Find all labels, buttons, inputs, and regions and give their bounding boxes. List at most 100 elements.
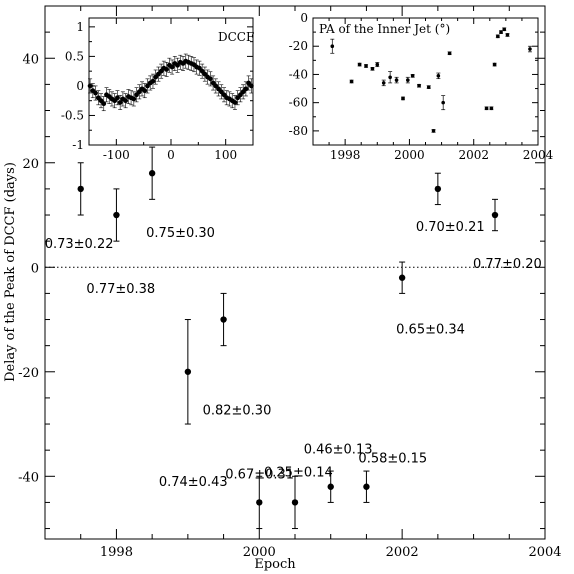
data-label: 0.70±0.21 xyxy=(416,220,485,235)
inset-pa-point xyxy=(441,100,445,105)
data-point xyxy=(291,499,299,506)
inset-dccf-ticks: -100 0 100 -1 -0.5 0 0.5 1 xyxy=(61,18,254,162)
data-point xyxy=(398,274,406,281)
inset-dccf-point xyxy=(207,76,213,82)
inset-dccf-x-tick-label: 100 xyxy=(214,148,237,162)
x-axis-label: Epoch xyxy=(254,557,296,572)
main-data-marks xyxy=(45,146,517,530)
inset-dccf-point xyxy=(164,66,170,72)
x-tick-label: 2004 xyxy=(528,545,561,560)
inset-dccf-point xyxy=(101,101,107,107)
data-label: 0.74±0.43 xyxy=(159,475,228,490)
inset-pa-point xyxy=(401,96,405,101)
inset-dccf-y-tick-label: 0 xyxy=(76,79,84,93)
inset-pa-y-tick-label: 0 xyxy=(300,11,308,25)
inset-dccf-point xyxy=(123,98,129,104)
x-tick-label: 2000 xyxy=(243,545,276,560)
inset-pa-point xyxy=(436,74,441,78)
inset-pa-marks xyxy=(330,27,532,133)
inset-dccf-y-tick-label: 1 xyxy=(76,20,84,34)
data-point xyxy=(77,185,84,193)
data-label: 0.77±0.20 xyxy=(473,257,542,272)
inset-dccf-y-tick-label: 0.5 xyxy=(65,49,84,63)
x-tick-label: 2002 xyxy=(386,545,419,560)
inset-dccf-point xyxy=(142,88,148,94)
inset-pa-point xyxy=(528,47,532,51)
inset-dccf-point xyxy=(87,83,93,89)
data-label: 0.82±0.30 xyxy=(203,404,272,419)
inset-pa-point xyxy=(357,62,362,67)
data-point xyxy=(113,211,120,219)
inset-pa-frame xyxy=(312,17,539,146)
inset-pa-point xyxy=(431,129,436,133)
inset-dccf-point xyxy=(115,95,120,101)
inset-pa-point xyxy=(492,62,497,67)
inset-pa-y-tick-label: -40 xyxy=(289,67,308,81)
inset-dccf-point xyxy=(248,83,254,89)
inset-pa-y-tick-label: -60 xyxy=(289,96,308,110)
inset-dccf-x-tick-label: -100 xyxy=(103,148,130,162)
inset-pa-point xyxy=(388,75,392,80)
inset-pa-point xyxy=(330,44,335,49)
main-axis-ticks: 1998 2000 2002 2004 -40 -20 0 20 40 xyxy=(18,5,562,560)
inset-dccf-point xyxy=(150,78,156,84)
inset-pa-y-tick-label: -20 xyxy=(289,39,308,53)
inset-dccf-point xyxy=(243,86,249,92)
inset-pa-x-tick-label: 2004 xyxy=(523,148,554,162)
y-axis-label: Delay of the Peak of DCCF (days) xyxy=(3,162,18,382)
data-point xyxy=(363,483,370,490)
data-label: 0.46±0.13 xyxy=(304,443,373,458)
inset-pa-point xyxy=(349,79,354,84)
inset-pa-x-tick-label: 2002 xyxy=(458,148,489,162)
inset-dccf-x-tick-label: 0 xyxy=(167,148,175,162)
inset-pa-point xyxy=(484,106,489,111)
data-point xyxy=(148,170,156,177)
inset-pa-point xyxy=(502,27,507,32)
inset-pa-point xyxy=(489,106,494,111)
inset-pa-point xyxy=(364,64,368,68)
inset-pa-y-tick-label: -80 xyxy=(289,124,308,138)
inset-pa-point xyxy=(394,78,399,82)
data-point xyxy=(434,185,442,193)
y-tick-label: 0 xyxy=(31,261,39,276)
inset-dccf-y-tick-label: -0.5 xyxy=(61,108,84,122)
main-plot-frame xyxy=(44,5,546,540)
x-tick-label: 1998 xyxy=(100,545,133,560)
data-point xyxy=(491,211,499,219)
data-point xyxy=(184,368,192,375)
inset-dccf-y-tick-label: -1 xyxy=(72,138,84,152)
y-tick-label: 20 xyxy=(22,157,39,172)
inset-pa-point xyxy=(417,83,421,88)
inset-dccf-point xyxy=(93,90,98,96)
inset-pa-point xyxy=(499,30,503,34)
data-label: 0.73±0.22 xyxy=(45,237,114,252)
data-point xyxy=(327,483,334,490)
data-label: 0.58±0.15 xyxy=(358,452,427,467)
data-label: 0.77±0.38 xyxy=(86,282,155,297)
data-label: 0.67±0.31 xyxy=(225,467,294,482)
data-point xyxy=(220,316,227,323)
inset-pa-point xyxy=(505,33,510,37)
inset-pa-point xyxy=(370,67,375,71)
data-label: 0.25±0.14 xyxy=(264,465,333,480)
inset-pa-point xyxy=(406,78,410,82)
inset-dccf-point xyxy=(117,100,123,105)
data-label: 0.65±0.34 xyxy=(396,323,465,338)
inset-pa-x-tick-label: 2000 xyxy=(394,148,425,162)
inset-dccf-point xyxy=(232,100,238,105)
y-tick-label: 40 xyxy=(22,52,39,67)
inset-dccf-title: DCCF xyxy=(218,30,254,44)
inset-pa-point xyxy=(375,62,380,67)
data-label: 0.75±0.30 xyxy=(146,226,215,241)
inset-pa-point xyxy=(426,85,431,89)
inset-dccf-point xyxy=(131,96,137,102)
inset-pa-title: PA of the Inner Jet (°) xyxy=(319,22,450,36)
inset-pa-point xyxy=(410,74,415,78)
y-tick-label: -20 xyxy=(18,366,39,381)
inset-pa-point xyxy=(381,81,386,85)
inset-pa-ticks: 1998 2000 2002 2004 0 -20 -40 -60 -80 xyxy=(289,11,554,162)
inset-pa-point xyxy=(447,51,452,56)
inset-dccf-marks xyxy=(87,53,254,112)
main-data-labels: 0.73±0.22 0.77±0.38 0.75±0.30 0.74±0.43 0.82… xyxy=(45,220,542,490)
